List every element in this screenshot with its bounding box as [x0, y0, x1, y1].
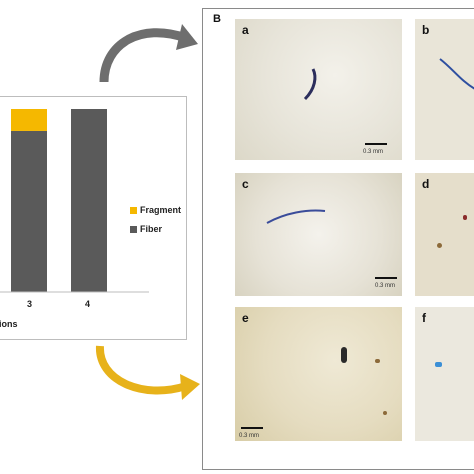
scale-bar-a	[365, 143, 387, 145]
legend-fiber-label: Fiber	[140, 224, 163, 234]
scale-bar-c	[375, 277, 397, 279]
micrograph-letter-c: c	[242, 177, 249, 191]
micrograph-letter-e: e	[242, 311, 249, 325]
x-axis-label: ions	[0, 319, 18, 329]
micrograph-a: a 0.3 mm	[235, 19, 402, 160]
bar-fiber-4	[71, 109, 107, 292]
scale-label-a: 0.3 mm	[363, 149, 384, 155]
micrograph-c: c 0.3 mm	[235, 173, 402, 296]
micrograph-f: f	[415, 307, 474, 441]
scale-label-c: 0.3 mm	[375, 283, 396, 289]
micrograph-panel: B a 0.3 mm b c 0.3 mm d e 0.3 mm	[202, 8, 474, 470]
bar-fiber-3	[11, 130, 47, 292]
top-curved-arrow	[99, 24, 198, 83]
stacked-bar-chart	[0, 109, 149, 293]
bar-fragment-3	[11, 109, 47, 131]
bottom-curved-arrow	[95, 345, 200, 400]
scale-bar-e	[241, 427, 263, 429]
legend-fragment-label: Fragment	[140, 205, 182, 215]
micrograph-e: e 0.3 mm	[235, 307, 402, 441]
blue-fiber	[439, 58, 474, 90]
x-tick-3: 3	[27, 299, 33, 309]
panel-b-label: B	[213, 13, 221, 25]
red-particle	[463, 215, 467, 220]
dark-fragment	[341, 347, 347, 363]
micrograph-letter-d: d	[422, 177, 430, 191]
micrograph-d: d	[415, 173, 474, 296]
micrograph-letter-f: f	[422, 311, 426, 325]
blue-fragment	[435, 362, 442, 367]
micrograph-b: b	[415, 19, 474, 160]
legend-fiber-swatch	[130, 226, 137, 233]
x-tick-4: 4	[85, 299, 91, 309]
brown-particle	[383, 411, 387, 415]
blue-fiber	[266, 209, 326, 224]
micrograph-letter-b: b	[422, 23, 430, 37]
micrograph-letter-a: a	[242, 23, 249, 37]
brown-particle	[375, 359, 380, 363]
brown-particle	[437, 243, 442, 248]
scale-label-e: 0.3 mm	[239, 433, 260, 439]
blue-fiber	[303, 68, 317, 101]
bar-chart-panel: 3 4 ions Fragment Fiber	[0, 96, 187, 340]
legend-fragment-swatch	[130, 207, 137, 214]
